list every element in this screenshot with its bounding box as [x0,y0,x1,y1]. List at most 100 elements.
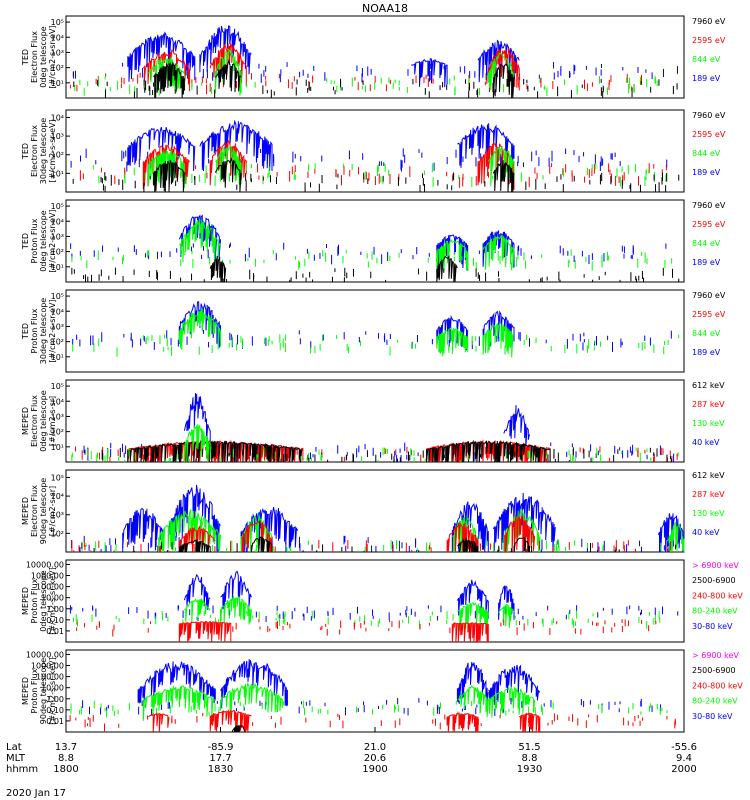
x-axis-rows: Lat 13.7 -85.9 21.0 51.5 -55.6 MLT 8.8 17.7 20.6 8… [6,727,697,775]
panel-5: 10¹ 10² 10³ 10⁴ 10⁵ MEPED Electron Flux 0deg te… [21,379,725,463]
series-green [77,508,685,553]
y-tick-label: 10⁴ [51,307,64,316]
data-burst [153,61,185,99]
y-tick-label: 0.10 [46,616,64,625]
legend-entry: 130 keV [692,419,725,428]
data-burst [436,238,469,275]
legend-entry: 189 eV [692,258,721,267]
panel-6: 10² 10³ 10⁴ 10⁵ MEPED Electron Flux 90deg tele… [21,469,725,553]
data-burst [142,685,216,721]
legend-entry: 40 keV [692,438,720,447]
y-tick-label: 10⁴ [51,492,64,501]
legend-entry: 2595 eV [692,310,726,319]
data-burst [127,31,196,82]
data-burst [127,126,196,171]
y-tick-label: 10⁴ [51,33,64,42]
y-tick-label: 10000.00 [26,560,64,569]
y-tick-label: 1000.00 [31,572,64,581]
data-burst [456,579,489,619]
panel-frame [65,469,685,553]
data-burst [492,63,515,99]
data-burst [482,322,515,358]
legend-entry: 612 keV [692,471,725,480]
legend-entry: 2595 eV [692,36,726,45]
x-row-value: -85.9 [208,742,234,753]
panel-8: 0.01 0.10 1.00 10.00 100.00 1000.00 10000.00 ME… [21,649,743,733]
data-burst [178,621,232,643]
legend-entry: 2595 eV [692,130,726,139]
series-black [72,157,680,193]
panel-2: 10¹ 10² 10³ 10⁴ TED Electron Flux 30deg telesc… [21,109,726,193]
legend-entry: > 6900 keV [692,561,739,570]
panel-frame [65,15,685,99]
data-burst [250,536,273,553]
legend-entry: 287 keV [692,490,725,499]
y-tick-label: 0.01 [46,627,64,636]
y-tick-label: 10¹ [51,443,64,452]
data-burst [451,501,489,553]
series-green [74,48,658,97]
x-row-value: -55.6 [671,742,697,753]
data-burst [184,598,211,622]
y-axis-label-line: [#/cm2-s-sr-eV] [48,299,57,362]
y-axis-label-line: MEPED [21,497,30,525]
y-tick-label: 10⁴ [51,397,64,406]
data-burst [148,712,170,733]
y-axis-label-line: Electron Flux [30,31,39,83]
y-tick-label: 10.00 [41,684,64,693]
data-burst [487,145,515,186]
y-tick-label: 10² [51,151,64,160]
panel-1: 10¹ 10² 10³ 10⁴ 10⁵ TED Electron Flux 0deg tele… [21,15,726,99]
data-burst [158,509,221,553]
legend-entry: 844 eV [692,329,721,338]
y-axis-label-line: [#/cm2-s-sr-eV] [48,119,57,182]
y-tick-label: 10⁴ [51,217,64,226]
legend-entry: 844 eV [692,55,721,64]
y-axis-label-line: 30deg telescope [39,118,48,185]
x-row-value: 51.5 [518,742,540,753]
y-tick-label: 10⁵ [51,382,64,391]
y-tick-label: 10000.00 [26,650,64,659]
legend-entry: 240-800 keV [692,681,743,690]
series-green [73,596,661,632]
legend-entry: 7960 eV [692,111,726,120]
data-burst [209,709,252,733]
data-burst [183,573,211,610]
y-tick-label: 10² [51,248,64,257]
series-black [87,439,672,463]
y-tick-label: 10⁵ [51,473,64,482]
x-row-value: 1900 [362,764,387,775]
data-burst [230,724,247,733]
legend-entry: 240-800 keV [692,591,743,600]
y-axis-label-line: [#/cm2-s-sr-keV] [48,657,57,724]
data-burst [209,255,227,283]
y-axis-label-line: MEPED [21,677,30,705]
chart-title: NOAA18 [362,2,408,15]
panel-frame [65,649,685,733]
legend-entry: 189 eV [692,348,721,357]
date-label: 2020 Jan 17 [6,788,66,799]
series-red [79,139,667,190]
y-axis-label-line: Electron Flux [30,125,39,177]
data-burst [657,513,685,553]
y-tick-label: 10¹ [51,263,64,272]
data-burst [457,538,479,553]
y-tick-label: 100.00 [36,583,64,592]
data-burst [122,507,165,551]
series-black [75,536,676,553]
y-tick-label: 10⁴ [51,113,64,122]
y-axis-label-line: MEPED [21,407,30,435]
series-blue [82,659,662,717]
series-black [71,254,680,283]
data-burst [214,59,242,93]
data-burst [451,622,489,643]
x-row-value: 17.7 [209,753,231,764]
y-tick-label: 10¹ [51,79,64,88]
data-burst [513,536,530,553]
legend-entry: 130 keV [692,509,725,518]
y-tick-label: 10³ [51,48,64,57]
y-axis-label-line: Proton Flux [30,668,39,713]
legend-entry: 287 keV [692,400,725,409]
